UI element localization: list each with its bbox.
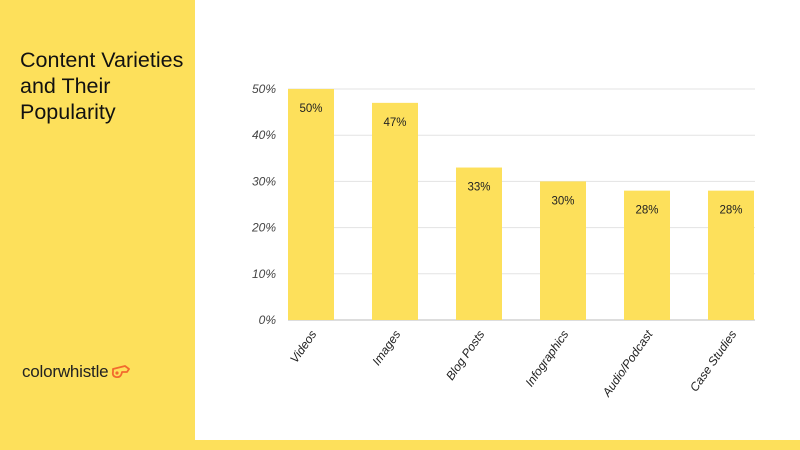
brand-logo: colorwhistle <box>22 362 131 382</box>
value-label: 50% <box>299 103 322 115</box>
bar <box>372 102 418 320</box>
category-label: Infographics <box>522 328 571 390</box>
value-label: 30% <box>551 195 574 207</box>
value-label: 28% <box>635 205 658 217</box>
y-tick-label: 40% <box>252 128 276 142</box>
y-axis-ticks: 0% 10% 20% 30% 40% 50% <box>251 82 276 327</box>
bar <box>288 89 334 320</box>
bars <box>288 89 754 320</box>
y-tick-label: 10% <box>252 267 276 281</box>
sidebar-panel: Content Varieties and Their Popularity c… <box>0 0 195 450</box>
bar <box>624 190 670 320</box>
category-label: Audio/Podcast <box>599 327 656 400</box>
bottom-accent-strip <box>195 440 800 450</box>
value-label: 47% <box>383 117 406 129</box>
logo-text: colorwhistle <box>22 362 109 381</box>
category-label: Case Studies <box>687 328 739 394</box>
y-tick-label: 0% <box>259 313 277 327</box>
category-label: Blog Posts <box>443 328 487 383</box>
category-label: Images <box>369 328 403 368</box>
y-tick-label: 20% <box>251 221 276 235</box>
grid-lines <box>288 88 755 321</box>
value-labels: 50% 47% 33% 30% 28% 28% <box>299 103 742 217</box>
value-label: 33% <box>467 182 490 194</box>
value-label: 28% <box>719 205 742 217</box>
category-label: Videos <box>287 328 319 366</box>
slide-title: Content Varieties and Their Popularity <box>20 48 184 124</box>
bar <box>540 181 586 320</box>
y-tick-label: 30% <box>252 174 276 188</box>
category-labels: Videos Images Blog Posts Infographics Audio/… <box>287 327 739 400</box>
whistle-icon <box>112 365 131 379</box>
y-tick-label: 50% <box>252 82 276 96</box>
bar <box>708 190 754 320</box>
bar <box>456 167 502 320</box>
